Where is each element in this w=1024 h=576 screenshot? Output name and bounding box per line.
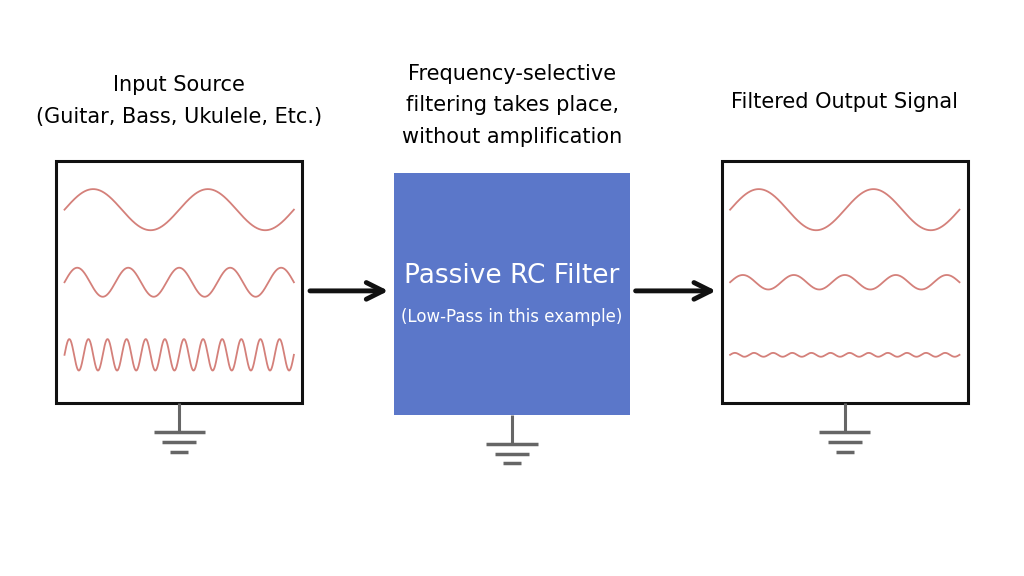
Text: Input Source: Input Source bbox=[114, 75, 245, 95]
Text: Filtered Output Signal: Filtered Output Signal bbox=[731, 92, 958, 112]
Bar bbox=[722, 161, 968, 403]
Text: without amplification: without amplification bbox=[401, 127, 623, 147]
Text: Passive RC Filter: Passive RC Filter bbox=[404, 263, 620, 290]
Text: (Low-Pass in this example): (Low-Pass in this example) bbox=[401, 308, 623, 326]
Text: (Guitar, Bass, Ukulele, Etc.): (Guitar, Bass, Ukulele, Etc.) bbox=[36, 107, 323, 127]
Bar bbox=[56, 161, 302, 403]
Text: filtering takes place,: filtering takes place, bbox=[406, 95, 618, 115]
Text: Frequency-selective: Frequency-selective bbox=[408, 63, 616, 84]
Bar bbox=[394, 173, 630, 415]
